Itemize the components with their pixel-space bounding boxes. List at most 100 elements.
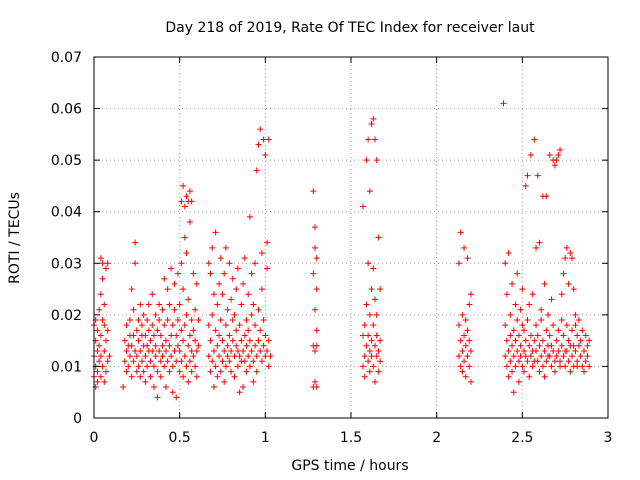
data-point	[371, 378, 378, 385]
data-point	[257, 126, 264, 133]
data-point	[190, 327, 197, 334]
data-point	[156, 347, 163, 354]
data-point	[142, 332, 149, 339]
data-point	[164, 358, 171, 365]
data-point	[467, 378, 474, 385]
data-point	[240, 280, 247, 287]
data-point	[180, 373, 187, 380]
data-point	[145, 301, 152, 308]
data-point	[192, 363, 199, 370]
data-point	[241, 332, 248, 339]
data-point	[96, 306, 103, 313]
data-point	[461, 358, 468, 365]
data-point	[370, 265, 377, 272]
data-point	[577, 337, 584, 344]
data-point	[209, 358, 216, 365]
data-point	[193, 280, 200, 287]
data-point	[243, 317, 250, 324]
data-point	[207, 270, 214, 277]
data-point	[514, 317, 521, 324]
data-point	[373, 311, 380, 318]
data-point	[312, 306, 319, 313]
data-point	[159, 306, 166, 313]
data-point	[546, 151, 553, 158]
data-point	[154, 368, 161, 375]
data-point	[231, 353, 238, 360]
data-point	[233, 342, 240, 349]
data-point	[539, 363, 546, 370]
data-point	[181, 234, 188, 241]
data-point	[252, 342, 259, 349]
data-point	[147, 337, 154, 344]
data-point	[569, 327, 576, 334]
data-point	[94, 327, 101, 334]
data-point	[313, 384, 320, 391]
data-point	[371, 136, 378, 143]
data-point	[224, 353, 231, 360]
data-point	[558, 291, 565, 298]
data-point	[188, 198, 195, 205]
data-point	[228, 347, 235, 354]
data-point	[166, 301, 173, 308]
data-point	[183, 193, 190, 200]
data-point	[365, 358, 372, 365]
data-point	[173, 332, 180, 339]
data-point	[557, 146, 564, 153]
data-point	[521, 347, 528, 354]
data-point	[150, 363, 157, 370]
data-point	[555, 347, 562, 354]
data-point	[233, 286, 240, 293]
data-point	[502, 260, 509, 267]
data-point	[188, 347, 195, 354]
data-point	[121, 337, 128, 344]
data-point	[551, 368, 558, 375]
axis-ticks: 0 0.5 1 1.5 2 2.5 3 0 0.01 0.02 0.03 0.04 0.05 0.06 0.…	[51, 50, 613, 446]
data-point	[543, 193, 550, 200]
data-point	[169, 389, 176, 396]
data-point	[99, 317, 106, 324]
data-point	[505, 249, 512, 256]
data-point	[152, 342, 159, 349]
data-point	[267, 353, 274, 360]
data-point	[509, 280, 516, 287]
data-point	[375, 347, 382, 354]
data-point	[221, 270, 228, 277]
data-point	[541, 347, 548, 354]
data-point	[582, 358, 589, 365]
data-point	[217, 368, 224, 375]
data-point	[521, 368, 528, 375]
data-point	[500, 100, 507, 107]
data-point	[455, 353, 462, 360]
data-point	[562, 363, 569, 370]
data-point	[312, 378, 319, 385]
data-point	[162, 384, 169, 391]
data-point	[185, 378, 192, 385]
data-points	[91, 100, 593, 401]
data-point	[257, 347, 264, 354]
data-point	[365, 260, 372, 267]
data-point	[190, 270, 197, 277]
data-point	[207, 337, 214, 344]
data-point	[529, 291, 536, 298]
data-point	[255, 306, 262, 313]
data-point	[214, 342, 221, 349]
data-point	[553, 337, 560, 344]
data-point	[102, 265, 109, 272]
data-point	[126, 353, 133, 360]
data-point	[183, 249, 190, 256]
data-point	[168, 353, 175, 360]
data-point	[216, 353, 223, 360]
data-point	[313, 286, 320, 293]
data-point	[370, 363, 377, 370]
data-point	[359, 332, 366, 339]
data-point	[133, 353, 140, 360]
x-tick-label: 3	[604, 430, 613, 446]
data-point	[219, 337, 226, 344]
data-point	[503, 337, 510, 344]
data-point	[166, 342, 173, 349]
data-point	[96, 342, 103, 349]
data-point	[570, 342, 577, 349]
data-point	[512, 363, 519, 370]
data-point	[517, 306, 524, 313]
